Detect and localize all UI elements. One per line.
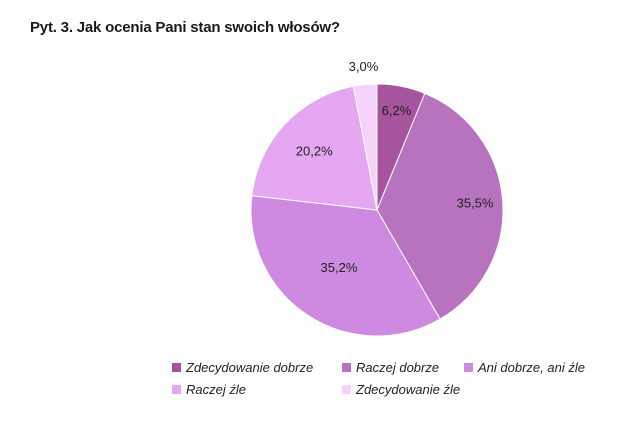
pie-value-label-2: 35,2% [321, 260, 358, 275]
legend-label: Raczej źle [186, 381, 246, 397]
legend-label: Zdecydowanie dobrze [186, 359, 314, 375]
legend-item-raczej-dobrze: Raczej dobrze [342, 360, 464, 375]
pie-slice-3 [251, 85, 378, 211]
pie-slices [250, 83, 504, 337]
pie-chart: 6,2% 35,5% 35,2% 20,2% 3,0% [250, 59, 504, 337]
pie-value-label-3: 20,2% [296, 144, 333, 159]
legend-item-zdecydowanie-dobrze: Zdecydowanie dobrze [172, 360, 342, 375]
pie-slice-2 [250, 195, 441, 337]
pie-value-labels: 6,2% 35,5% 35,2% 20,2% 3,0% [296, 59, 494, 275]
pie-value-label-0: 6,2% [382, 103, 412, 118]
legend-label: Zdecydowanie źle [356, 381, 461, 397]
pie-value-label-4: 3,0% [349, 59, 379, 74]
legend-swatch [172, 384, 181, 394]
legend-item-ani-dobrze-ani-zle: Ani dobrze, ani źle [464, 360, 594, 375]
legend-item-zdecydowanie-zle: Zdecydowanie źle [342, 382, 492, 397]
legend-swatch [464, 362, 473, 372]
legend-item-raczej-zle: Raczej źle [172, 382, 342, 397]
legend-label: Ani dobrze, ani źle [478, 359, 585, 375]
legend-swatch [172, 362, 181, 372]
pie-slice-4 [352, 83, 378, 211]
chart-legend: Zdecydowanie dobrze Raczej dobrze Ani do… [172, 357, 594, 401]
pie-value-label-1: 35,5% [457, 195, 494, 210]
chart-title: Pyt. 3. Jak ocenia Pani stan swoich włos… [30, 19, 340, 36]
legend-swatch [342, 362, 351, 372]
pie-slice-1 [376, 92, 504, 320]
legend-swatch [342, 384, 351, 394]
legend-label: Raczej dobrze [356, 359, 440, 375]
